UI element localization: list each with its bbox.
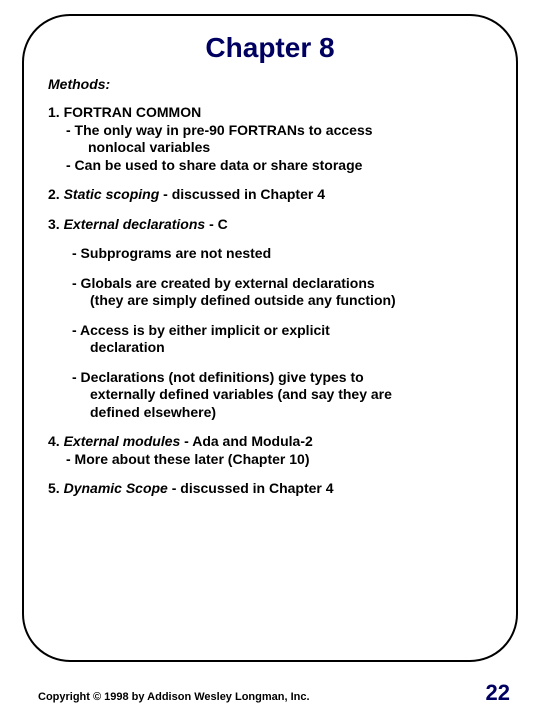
method-3-b: - Globals are created by external declar… bbox=[48, 275, 492, 310]
method-3-rest: - C bbox=[205, 216, 228, 232]
method-5: 5. Dynamic Scope - discussed in Chapter … bbox=[48, 480, 492, 498]
method-3-d-line: - Declarations (not definitions) give ty… bbox=[48, 369, 492, 387]
method-2: 2. Static scoping - discussed in Chapter… bbox=[48, 186, 492, 204]
footer: Copyright © 1998 by Addison Wesley Longm… bbox=[38, 680, 510, 706]
method-4-rest: - Ada and Modula-2 bbox=[180, 433, 312, 449]
method-3-d: - Declarations (not definitions) give ty… bbox=[48, 369, 492, 422]
copyright-text: Copyright © 1998 by Addison Wesley Longm… bbox=[38, 691, 310, 703]
method-3: 3. External declarations - C bbox=[48, 216, 492, 234]
method-4-a: - More about these later (Chapter 10) bbox=[48, 451, 492, 469]
method-3-a: - Subprograms are not nested bbox=[48, 245, 492, 263]
method-5-term: Dynamic Scope bbox=[64, 480, 168, 496]
method-3-d-cont1: externally defined variables (and say th… bbox=[48, 386, 492, 404]
method-3-b-line: - Globals are created by external declar… bbox=[48, 275, 492, 293]
methods-heading: Methods: bbox=[48, 76, 492, 92]
slide-frame: Chapter 8 Methods: 1. FORTRAN COMMON - T… bbox=[22, 14, 518, 662]
method-3-d-cont2: defined elsewhere) bbox=[48, 404, 492, 422]
method-3-num: 3. bbox=[48, 216, 64, 232]
method-3-a-line: - Subprograms are not nested bbox=[48, 245, 492, 263]
method-3-b-cont: (they are simply defined outside any fun… bbox=[48, 292, 492, 310]
method-3-c: - Access is by either implicit or explic… bbox=[48, 322, 492, 357]
method-4: 4. External modules - Ada and Modula-2 -… bbox=[48, 433, 492, 468]
method-3-term: External declarations bbox=[64, 216, 206, 232]
method-4-num: 4. bbox=[48, 433, 64, 449]
method-1-line-b: - Can be used to share data or share sto… bbox=[48, 157, 492, 175]
method-1-line-a-cont: nonlocal variables bbox=[48, 139, 492, 157]
method-3-c-line: - Access is by either implicit or explic… bbox=[48, 322, 492, 340]
method-2-term: Static scoping bbox=[64, 186, 160, 202]
page-number: 22 bbox=[486, 680, 510, 706]
method-4-term: External modules bbox=[64, 433, 181, 449]
method-2-rest: - discussed in Chapter 4 bbox=[159, 186, 325, 202]
method-5-num: 5. bbox=[48, 480, 64, 496]
method-2-num: 2. bbox=[48, 186, 64, 202]
method-1-head: 1. FORTRAN COMMON bbox=[48, 104, 492, 122]
method-5-rest: - discussed in Chapter 4 bbox=[168, 480, 334, 496]
chapter-title: Chapter 8 bbox=[48, 32, 492, 64]
method-1: 1. FORTRAN COMMON - The only way in pre-… bbox=[48, 104, 492, 174]
method-3-c-cont: declaration bbox=[48, 339, 492, 357]
method-1-line-a: - The only way in pre-90 FORTRANs to acc… bbox=[48, 122, 492, 140]
